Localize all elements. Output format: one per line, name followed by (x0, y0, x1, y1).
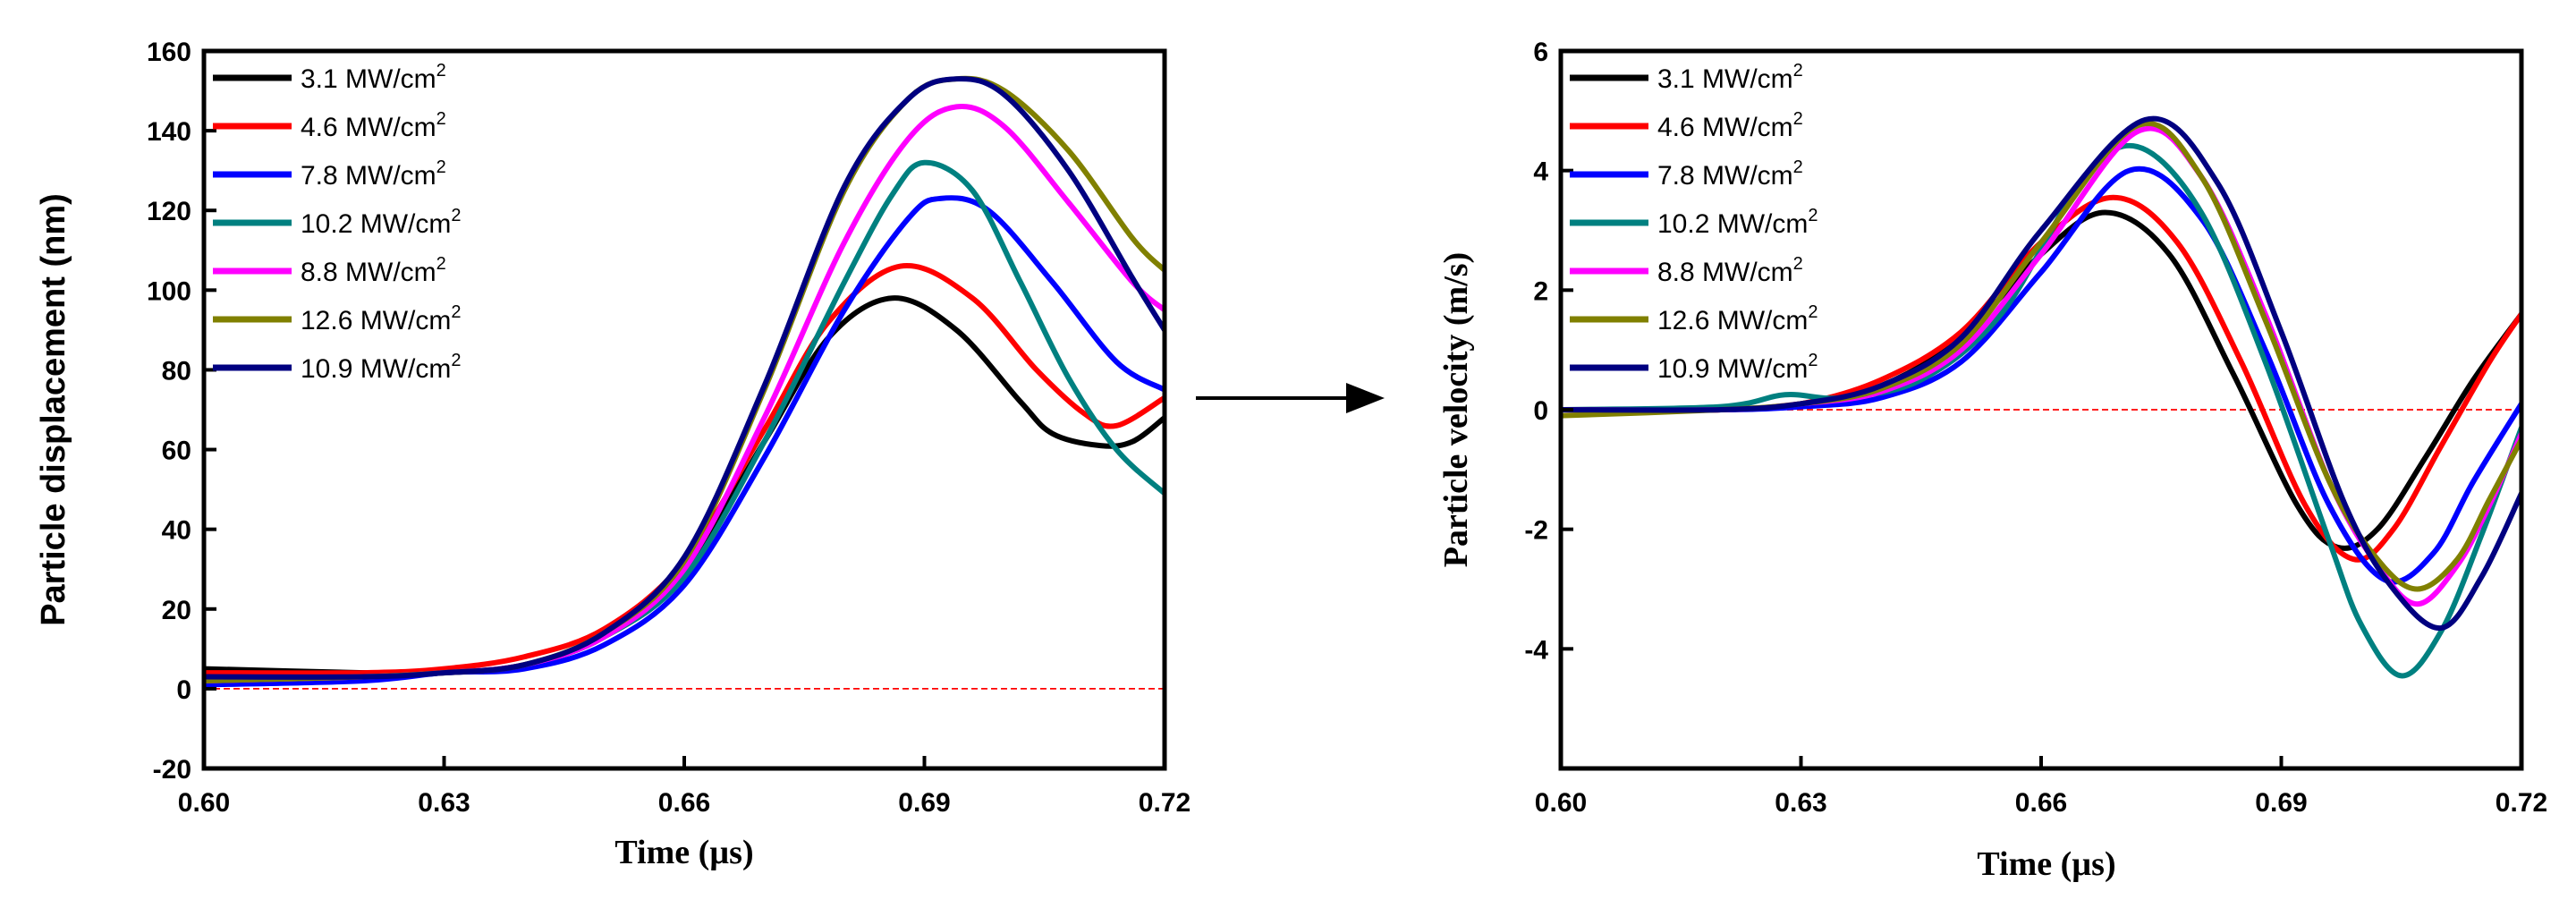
y-tick-label: 40 (162, 516, 191, 546)
legend: 3.1 MW/cm2 4.6 MW/cm2 7.8 MW/cm2 10.2 MW/cm… (213, 61, 461, 384)
x-tick-label: 0.60 (1535, 788, 1587, 818)
x-tick-label: 0.63 (1775, 788, 1826, 818)
legend-label-6: 12.6 MW/cm2 (1657, 302, 1818, 335)
y-tick-label: 2 (1533, 276, 1548, 306)
legend-superscript: 2 (451, 206, 461, 225)
y-tick-label: 140 (147, 117, 191, 147)
displacement-chart: 0.60 0.63 0.66 0.69 0.72 -20 0 20 40 60 80 100 120 14… (35, 38, 1191, 871)
velocity-chart: 0.60 0.63 0.66 0.69 0.72 -4 -2 0 2 4 6 3.1 MW/cm2 4… (1437, 38, 2547, 883)
x-tick-label: 0.72 (2496, 788, 2547, 818)
legend-superscript: 2 (1793, 157, 1803, 177)
legend-superscript: 2 (436, 157, 446, 177)
y-tick-label: 4 (1533, 157, 1548, 187)
legend-label-4: 10.2 MW/cm2 (1657, 206, 1818, 239)
y-tick-label: 20 (162, 596, 191, 625)
legend-label-5: 8.8 MW/cm2 (301, 254, 446, 287)
legend-label-5: 8.8 MW/cm2 (1657, 254, 1803, 287)
legend-superscript: 2 (1793, 254, 1803, 274)
legend-superscript: 2 (436, 254, 446, 274)
x-tick-label: 0.63 (418, 788, 470, 818)
plot-frame (201, 48, 1167, 771)
legend-superscript: 2 (1793, 61, 1803, 81)
series-line-3 (1561, 165, 2521, 585)
legend-label-7: 10.9 MW/cm2 (301, 351, 461, 384)
x-tick-label: 0.69 (898, 788, 950, 818)
legend: 3.1 MW/cm2 4.6 MW/cm2 7.8 MW/cm2 10.2 MW/cm… (1570, 61, 1818, 384)
y-axis-label: Particle displacement (nm) (35, 193, 72, 626)
transition-arrow (1196, 383, 1385, 413)
x-tick-label: 0.72 (1139, 788, 1191, 818)
y-tick-label: 0 (176, 675, 191, 705)
legend-label-2: 4.6 MW/cm2 (1657, 109, 1803, 142)
x-tick-label: 0.60 (178, 788, 230, 818)
axis-ticks: 0.60 0.63 0.66 0.69 0.72 -20 0 20 40 60 80 100 120 14… (147, 38, 1191, 818)
legend-label-1: 3.1 MW/cm2 (301, 61, 446, 94)
legend-superscript: 2 (1808, 302, 1818, 322)
legend-superscript: 2 (1808, 206, 1818, 225)
y-tick-label: 60 (162, 437, 191, 466)
series-lines (204, 75, 1165, 688)
y-tick-label: -20 (153, 755, 191, 785)
legend-label-3: 7.8 MW/cm2 (1657, 157, 1803, 191)
legend-label-6: 12.6 MW/cm2 (301, 302, 461, 335)
legend-label-2: 4.6 MW/cm2 (301, 109, 446, 142)
x-axis-label: Time (µs) (614, 834, 753, 871)
y-tick-label: 100 (147, 276, 191, 306)
series-line-5 (204, 103, 1165, 683)
legend-label-1: 3.1 MW/cm2 (1657, 61, 1803, 94)
legend-superscript: 2 (1793, 109, 1803, 129)
x-tick-label: 0.69 (2255, 788, 2307, 818)
x-axis-label: Time (µs) (1977, 845, 2115, 883)
x-tick-label: 0.66 (2015, 788, 2067, 818)
legend-superscript: 2 (451, 302, 461, 322)
y-tick-label: -2 (1524, 516, 1548, 546)
y-tick-label: 0 (1533, 396, 1548, 426)
series-line-7 (204, 76, 1165, 680)
legend-superscript: 2 (1808, 351, 1818, 370)
series-lines (1561, 115, 2521, 679)
y-tick-label: 120 (147, 197, 191, 226)
legend-label-7: 10.9 MW/cm2 (1657, 351, 1818, 384)
y-axis-label: Particle velocity (m/s) (1437, 252, 1475, 567)
legend-superscript: 2 (451, 351, 461, 370)
y-tick-label: 160 (147, 38, 191, 67)
series-line-2 (204, 263, 1165, 676)
axis-ticks: 0.60 0.63 0.66 0.69 0.72 -4 -2 0 2 4 6 (1524, 38, 2547, 818)
legend-superscript: 2 (436, 109, 446, 129)
x-tick-label: 0.66 (658, 788, 710, 818)
y-tick-label: 6 (1533, 38, 1548, 67)
series-line-7 (1561, 115, 2521, 631)
legend-label-3: 7.8 MW/cm2 (301, 157, 446, 191)
series-line-4 (1561, 142, 2521, 679)
legend-superscript: 2 (436, 61, 446, 81)
y-tick-label: -4 (1524, 635, 1548, 665)
y-tick-label: 80 (162, 356, 191, 386)
legend-label-4: 10.2 MW/cm2 (301, 206, 461, 239)
